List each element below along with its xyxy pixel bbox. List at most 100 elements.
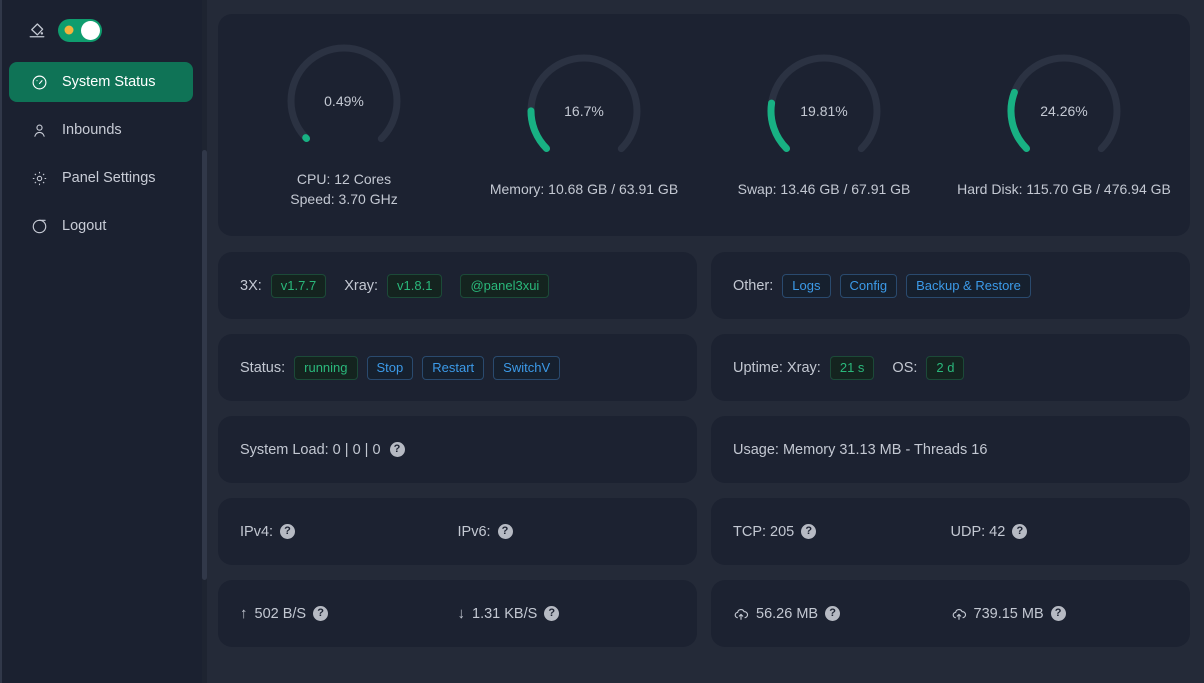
usage-row: Usage: Memory 31.13 MB - Threads 16 bbox=[711, 416, 1190, 483]
stop-button[interactable]: Stop bbox=[366, 355, 414, 380]
gauge-caption-line1: Swap: 13.46 GB / 67.91 GB bbox=[737, 180, 911, 197]
status-label: Status: bbox=[240, 359, 286, 376]
gauge-percent: 24.26% bbox=[1040, 102, 1088, 119]
help-icon[interactable]: ? bbox=[389, 442, 405, 457]
switch-version-button[interactable]: SwitchV bbox=[493, 355, 561, 380]
config-button[interactable]: Config bbox=[839, 273, 898, 298]
uptime-row: Uptime: Xray: 21 s OS: 2 d bbox=[711, 334, 1190, 401]
download-speed-value: 1.31 KB/S bbox=[472, 605, 538, 622]
status-badge: running bbox=[294, 355, 358, 380]
total-download-cell: 739.15 MB ? bbox=[951, 606, 1169, 622]
gauge-caption-line1: CPU: 12 Cores bbox=[296, 170, 392, 187]
speed-row: ↑ 502 B/S ? ↓ 1.31 KB/S ? bbox=[218, 580, 697, 647]
sidebar-item-label: Logout bbox=[62, 217, 107, 234]
ipv6-cell: IPv6: ? bbox=[458, 524, 676, 540]
help-icon[interactable]: ? bbox=[825, 606, 841, 621]
help-icon[interactable]: ? bbox=[280, 524, 296, 539]
help-icon[interactable]: ? bbox=[497, 524, 513, 539]
tcp-count: TCP: 205 bbox=[733, 523, 795, 540]
ipv4-label: IPv4: bbox=[240, 523, 274, 540]
gauge-cpu: 0.49% CPU: 12 Cores Speed: 3.70 GHz bbox=[224, 41, 464, 210]
main-content: 0.49% CPU: 12 Cores Speed: 3.70 GHz 16.7… bbox=[202, 0, 1204, 683]
user-icon bbox=[31, 122, 48, 139]
backup-restore-button[interactable]: Backup & Restore bbox=[906, 273, 1031, 298]
tcp-cell: TCP: 205 ? bbox=[733, 524, 951, 540]
upload-speed-cell: ↑ 502 B/S ? bbox=[240, 605, 458, 622]
sidebar-item-label: Panel Settings bbox=[62, 169, 156, 186]
paint-bucket-icon[interactable] bbox=[28, 21, 46, 39]
toggle-knob bbox=[81, 20, 100, 40]
upload-speed-value: 502 B/S bbox=[254, 605, 307, 622]
total-upload-cell: 56.26 MB ? bbox=[733, 606, 951, 622]
xray-version-badge: v1.8.1 bbox=[387, 273, 443, 298]
gauge-caption-line2: Speed: 3.70 GHz bbox=[290, 191, 398, 207]
cloud-upload-icon bbox=[733, 606, 749, 622]
arrow-down-icon: ↓ bbox=[457, 605, 466, 622]
telegram-channel-badge[interactable]: @panel3xui bbox=[460, 273, 550, 298]
udp-cell: UDP: 42 ? bbox=[951, 524, 1169, 540]
help-icon[interactable]: ? bbox=[1012, 524, 1028, 539]
info-rows: 3X: v1.7.7 Xray: v1.8.1 @panel3xui Statu… bbox=[218, 252, 1190, 647]
gauge-caption-line1: Hard Disk: 115.70 GB / 476.94 GB bbox=[957, 180, 1171, 197]
other-label: Other: bbox=[733, 277, 774, 294]
help-icon[interactable]: ? bbox=[1050, 606, 1066, 621]
gauge-caption-line1: Memory: 10.68 GB / 63.91 GB bbox=[489, 180, 679, 197]
gauge-percent: 0.49% bbox=[324, 92, 364, 109]
gauge-percent: 16.7% bbox=[564, 102, 604, 119]
total-upload-value: 56.26 MB bbox=[756, 605, 819, 622]
other-row: Other: Logs Config Backup & Restore bbox=[711, 252, 1190, 319]
sidebar-header bbox=[0, 8, 202, 52]
sidebar-item-system-status[interactable]: System Status bbox=[9, 62, 193, 102]
gauge-memory: 16.7% Memory: 10.68 GB / 63.91 GB bbox=[464, 51, 704, 199]
xray-uptime-badge: 21 s bbox=[829, 355, 875, 380]
sidebar-item-inbounds[interactable]: Inbounds bbox=[9, 110, 193, 150]
info-column-right: Other: Logs Config Backup & Restore Upti… bbox=[711, 252, 1190, 647]
sidebar-nav: System Status Inbounds Panel Settings bbox=[0, 62, 202, 246]
udp-count: UDP: 42 bbox=[950, 523, 1006, 540]
gauge-hard-disk: 24.26% Hard Disk: 115.70 GB / 476.94 GB bbox=[944, 51, 1184, 199]
sidebar-item-label: System Status bbox=[62, 73, 156, 90]
status-row: Status: running Stop Restart SwitchV bbox=[218, 334, 697, 401]
sun-icon bbox=[64, 25, 74, 35]
sidebar-item-panel-settings[interactable]: Panel Settings bbox=[9, 158, 193, 198]
arrow-up-icon: ↑ bbox=[240, 605, 248, 622]
ipv6-label: IPv6: bbox=[457, 523, 491, 540]
system-load-text: System Load: 0 | 0 | 0 bbox=[240, 441, 381, 458]
gear-icon bbox=[31, 170, 48, 187]
usage-text: Usage: Memory 31.13 MB - Threads 16 bbox=[733, 441, 988, 458]
gauge-caption: Memory: 10.68 GB / 63.91 GB bbox=[490, 179, 678, 199]
gauge-caption: CPU: 12 Cores Speed: 3.70 GHz bbox=[290, 169, 397, 210]
gauge-swap: 19.81% Swap: 13.46 GB / 67.91 GB bbox=[704, 51, 944, 199]
info-column-left: 3X: v1.7.7 Xray: v1.8.1 @panel3xui Statu… bbox=[218, 252, 697, 647]
sidebar-item-logout[interactable]: Logout bbox=[9, 206, 193, 246]
logout-icon bbox=[31, 218, 48, 235]
ipv4-cell: IPv4: ? bbox=[240, 524, 458, 540]
logs-button[interactable]: Logs bbox=[782, 273, 831, 298]
dashboard-icon bbox=[31, 74, 48, 91]
os-uptime-badge: 2 d bbox=[926, 355, 965, 380]
versions-row: 3X: v1.7.7 Xray: v1.8.1 @panel3xui bbox=[218, 252, 697, 319]
help-icon[interactable]: ? bbox=[801, 524, 817, 539]
sidebar: System Status Inbounds Panel Settings bbox=[0, 0, 202, 683]
gauge-ring: 0.49% bbox=[284, 41, 404, 161]
panel-version-badge: v1.7.7 bbox=[270, 273, 327, 298]
sidebar-item-label: Inbounds bbox=[62, 121, 122, 138]
gauge-ring: 19.81% bbox=[764, 51, 884, 171]
restart-button[interactable]: Restart bbox=[422, 355, 485, 380]
connections-row: TCP: 205 ? UDP: 42 ? bbox=[711, 498, 1190, 565]
help-icon[interactable]: ? bbox=[313, 606, 329, 621]
gauge-ring: 24.26% bbox=[1004, 51, 1124, 171]
cloud-download-icon bbox=[951, 606, 967, 622]
gauge-ring: 16.7% bbox=[524, 51, 644, 171]
system-load-row: System Load: 0 | 0 | 0 ? bbox=[218, 416, 697, 483]
traffic-row: 56.26 MB ? 739.15 MB ? bbox=[711, 580, 1190, 647]
gauge-percent: 19.81% bbox=[800, 102, 848, 119]
download-speed-cell: ↓ 1.31 KB/S ? bbox=[458, 605, 676, 622]
light-dark-toggle[interactable] bbox=[58, 18, 102, 42]
help-icon[interactable]: ? bbox=[544, 606, 560, 621]
total-download-value: 739.15 MB bbox=[973, 605, 1044, 622]
ip-row: IPv4: ? IPv6: ? bbox=[218, 498, 697, 565]
status-gauges-card: 0.49% CPU: 12 Cores Speed: 3.70 GHz 16.7… bbox=[218, 14, 1190, 236]
gauge-caption: Swap: 13.46 GB / 67.91 GB bbox=[738, 179, 911, 199]
xray-version-label: Xray: bbox=[344, 277, 379, 294]
